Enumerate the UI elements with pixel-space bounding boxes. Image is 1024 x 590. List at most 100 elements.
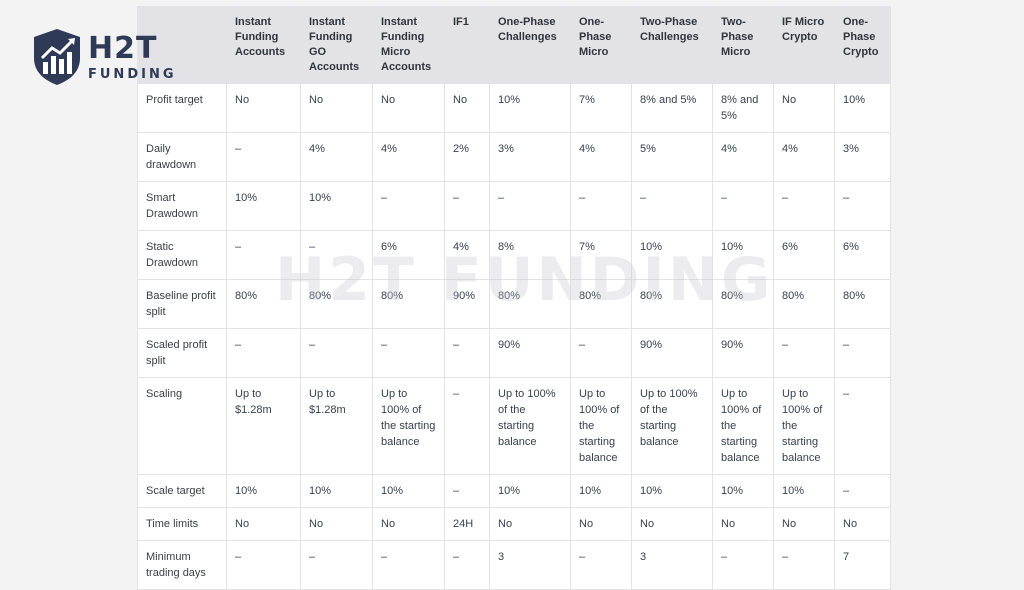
table-cell: – (570, 181, 632, 231)
table-cell: 3% (489, 132, 571, 182)
table-cell: 80% (489, 279, 571, 329)
row-label: Scaled profit split (137, 328, 227, 378)
table-cell: 10% (712, 230, 774, 280)
table-row: Time limits No No No 24H No No No No No No (137, 507, 891, 541)
table-cell: 7% (570, 83, 632, 133)
table-cell: – (444, 328, 490, 378)
table-cell: Up to 100% of the starting balance (372, 377, 445, 475)
table-row: Profit target No No No No 10% 7% 8% and 5% 8% an… (137, 83, 891, 133)
table-row: Scaled profit split – – – –90% –90% 90% – – (137, 328, 891, 378)
table-cell: 10% (773, 474, 835, 508)
table-cell: No (372, 83, 445, 133)
table-cell: 80% (226, 279, 301, 329)
table-cell: Up to 100% of the starting balance (489, 377, 571, 475)
row-label: Smart Drawdown (137, 181, 227, 231)
table-cell: 4% (570, 132, 632, 182)
header-cell: One-Phase Crypto (834, 6, 891, 84)
table-cell: 4% (773, 132, 835, 182)
page: { "logo": { "main": "H2T", "sub": "FUNDI… (32, 6, 891, 590)
table-cell: – (444, 377, 490, 475)
row-label: Static Drawdown (137, 230, 227, 280)
table-cell: – (226, 540, 301, 590)
table-cell: Up to $1.28m (300, 377, 373, 475)
table-cell: 80% (372, 279, 445, 329)
table-cell: – (834, 181, 891, 231)
header-cell: IF1 (444, 6, 490, 84)
table-cell: 7% (570, 230, 632, 280)
header-cell: IF Micro Crypto (773, 6, 835, 84)
table-cell: No (444, 83, 490, 133)
table-cell: No (226, 83, 301, 133)
table-cell: 80% (300, 279, 373, 329)
table-row: Daily drawdown –4% 4% 2% 3% 4% 5% 4% 4% 3% (137, 132, 891, 182)
table-cell: – (372, 328, 445, 378)
table-cell: 90% (489, 328, 571, 378)
table-cell: 10% (834, 83, 891, 133)
header-cell: One-Phase Challenges (489, 6, 571, 84)
header-cell: Two-Phase Challenges (631, 6, 713, 84)
table-header-row: Instant Funding Accounts Instant Funding… (137, 6, 891, 84)
table-cell: – (444, 474, 490, 508)
table-cell: 90% (712, 328, 774, 378)
table-cell: Up to 100% of the starting balance (570, 377, 632, 475)
table-cell: Up to 100% of the starting balance (773, 377, 835, 475)
logo-main-text: H2T (88, 30, 158, 66)
table-cell: – (570, 540, 632, 590)
table-cell: No (834, 507, 891, 541)
table-cell: 8% and 5% (712, 83, 774, 133)
table-cell: – (712, 181, 774, 231)
table-cell: 10% (300, 474, 373, 508)
row-label: Baseline profit split (137, 279, 227, 329)
row-label: Minimum trading days (137, 540, 227, 590)
table-row: Scaling Up to $1.28m Up to $1.28m Up to 100… (137, 377, 891, 475)
header-cell: One-Phase Micro (570, 6, 632, 84)
table-cell: – (834, 474, 891, 508)
table-cell: Up to $1.28m (226, 377, 301, 475)
table-cell: 10% (300, 181, 373, 231)
table-cell: 8% and 5% (631, 83, 713, 133)
table-cell: 7 (834, 540, 891, 590)
table-cell: 3 (631, 540, 713, 590)
table-cell: – (372, 540, 445, 590)
table-cell: No (489, 507, 571, 541)
table-cell: No (773, 507, 835, 541)
table-cell: – (372, 181, 445, 231)
table-cell: 4% (444, 230, 490, 280)
table-cell: – (226, 230, 301, 280)
table-row: Minimum trading days – – – –3–3– –7 (137, 540, 891, 590)
table-cell: 4% (712, 132, 774, 182)
table-cell: – (444, 181, 490, 231)
table-cell: – (834, 328, 891, 378)
table-row: Static Drawdown – –6% 4% 8% 7% 10% 10% 6% 6% (137, 230, 891, 280)
table-cell: No (372, 507, 445, 541)
table-cell: 8% (489, 230, 571, 280)
table-cell: 80% (570, 279, 632, 329)
table-cell: 80% (834, 279, 891, 329)
table-cell: 2% (444, 132, 490, 182)
table-cell: 10% (372, 474, 445, 508)
table-cell: – (300, 230, 373, 280)
table-cell: 90% (444, 279, 490, 329)
table-cell: – (489, 181, 571, 231)
row-label: Scaling (137, 377, 227, 475)
table-cell: 90% (631, 328, 713, 378)
header-cell: Instant Funding Micro Accounts (372, 6, 445, 84)
table-cell: – (834, 377, 891, 475)
table-cell: 10% (712, 474, 774, 508)
row-label: Profit target (137, 83, 227, 133)
table-cell: – (570, 328, 632, 378)
table-cell: 3 (489, 540, 571, 590)
table-cell: 10% (631, 230, 713, 280)
h2t-funding-logo: H2T FUNDING (32, 28, 177, 86)
header-cell (137, 6, 227, 84)
table-cell: 24H (444, 507, 490, 541)
table-cell: 10% (570, 474, 632, 508)
table-cell: – (444, 540, 490, 590)
row-label: Daily drawdown (137, 132, 227, 182)
table-cell: No (712, 507, 774, 541)
table-cell: – (773, 328, 835, 378)
table-cell: 80% (712, 279, 774, 329)
table-cell: 4% (300, 132, 373, 182)
table-cell: No (300, 83, 373, 133)
table-cell: No (773, 83, 835, 133)
